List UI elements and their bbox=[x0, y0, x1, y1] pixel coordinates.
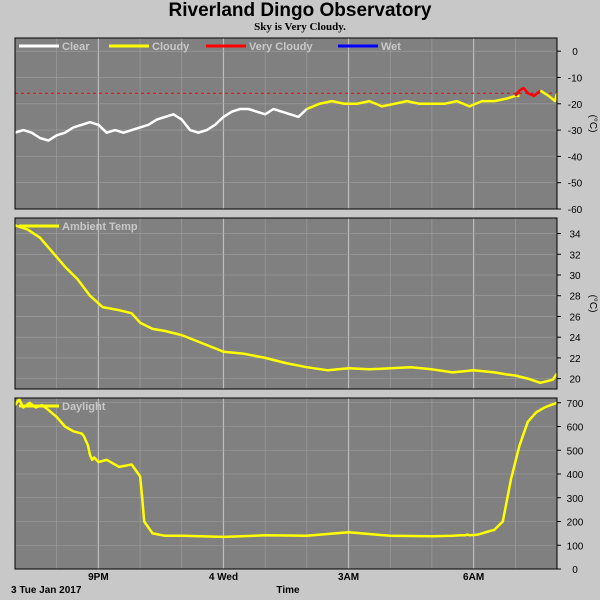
x-tick-label: 4 Wed bbox=[209, 572, 238, 583]
y-tick-label: 22 bbox=[569, 354, 581, 365]
series-line-cloudy bbox=[306, 94, 520, 111]
plot-border bbox=[14, 397, 558, 570]
y-tick-label: 100 bbox=[567, 541, 584, 552]
y-tick-label: 32 bbox=[569, 250, 581, 261]
plot-area bbox=[15, 218, 557, 389]
y-tick-label: 24 bbox=[569, 333, 581, 344]
x-tick-label: 9PM bbox=[88, 572, 109, 583]
x-axis-label: Time bbox=[276, 585, 300, 596]
x-start-label: 3 Tue Jan 2017 bbox=[11, 585, 82, 596]
y-tick-label: -30 bbox=[568, 126, 583, 137]
y-tick-label: -10 bbox=[568, 73, 583, 84]
y-tick-label: 700 bbox=[567, 399, 584, 410]
y-tick-label: -40 bbox=[568, 152, 583, 163]
y-tick-label: -20 bbox=[568, 100, 583, 111]
y-tick-label: 28 bbox=[569, 292, 581, 303]
series-line-cloudy bbox=[539, 89, 559, 103]
y-tick-label: 26 bbox=[569, 312, 581, 323]
x-tick-label: 6AM bbox=[463, 572, 484, 583]
y-tick-label: 400 bbox=[567, 470, 584, 481]
plot-area bbox=[15, 38, 557, 209]
legend-label: Ambient Temp bbox=[62, 221, 138, 233]
legend-label: Daylight bbox=[62, 401, 106, 413]
series-line-clear bbox=[14, 107, 308, 142]
plot-border bbox=[14, 217, 558, 390]
y-tick-label: 500 bbox=[567, 446, 584, 457]
y-tick-label: 20 bbox=[569, 375, 581, 386]
legend-label: Very Cloudy bbox=[249, 41, 313, 53]
y-tick-label: -60 bbox=[568, 205, 583, 216]
y-tick-label: 0 bbox=[572, 565, 578, 576]
series-line-ambient-temp bbox=[14, 224, 559, 385]
plot-border bbox=[14, 37, 558, 210]
y-tick-label: 0 bbox=[572, 47, 578, 58]
legend-label: Wet bbox=[381, 41, 401, 53]
legend-label: Clear bbox=[62, 41, 90, 53]
y-axis-label: (°C) bbox=[587, 115, 598, 133]
y-tick-label: 600 bbox=[567, 423, 584, 434]
page-subtitle: Sky is Very Cloudy. bbox=[254, 21, 346, 33]
series-line-very-cloudy bbox=[514, 86, 542, 98]
y-tick-label: 34 bbox=[569, 230, 581, 241]
series-line-daylight bbox=[13, 397, 558, 539]
y-tick-label: 200 bbox=[567, 518, 584, 529]
y-tick-label: -50 bbox=[568, 179, 583, 190]
x-tick-label: 3AM bbox=[338, 572, 359, 583]
page-title: Riverland Dingo Observatory bbox=[168, 0, 432, 21]
y-tick-label: 30 bbox=[569, 271, 581, 282]
y-axis-label: (°C) bbox=[587, 295, 598, 313]
legend-label: Cloudy bbox=[152, 41, 190, 53]
y-tick-label: 300 bbox=[567, 494, 584, 505]
plot-area bbox=[15, 398, 557, 569]
